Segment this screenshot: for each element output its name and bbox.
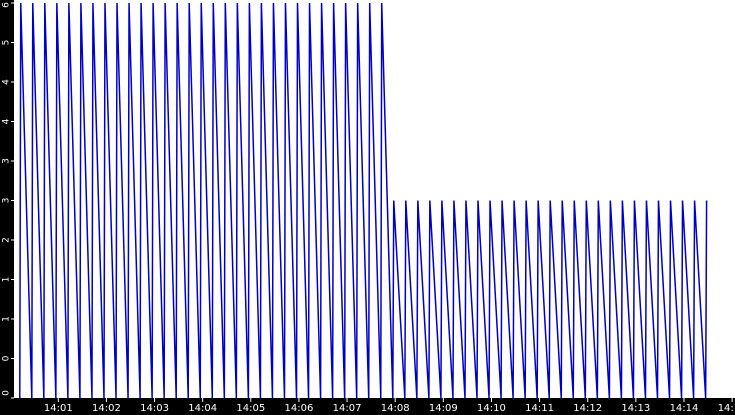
y-tick-label: 5 bbox=[2, 40, 12, 46]
y-tick-label: 4 bbox=[2, 118, 12, 124]
x-axis-strip bbox=[0, 398, 735, 415]
waveform bbox=[19, 2, 708, 399]
y-tick-label: 1 bbox=[2, 316, 12, 322]
x-tick-label: 14:15 bbox=[718, 403, 735, 414]
x-tick-label: 14:07 bbox=[333, 403, 362, 414]
x-tick-label: 14:11 bbox=[525, 403, 554, 414]
x-tick-label: 14:06 bbox=[285, 403, 314, 414]
x-tick-label: 14:08 bbox=[381, 403, 410, 414]
x-tick-label: 14:05 bbox=[236, 403, 265, 414]
y-tick-label: 6 bbox=[2, 2, 12, 8]
y-tick-label: 1 bbox=[2, 277, 12, 283]
x-tick-label: 14:01 bbox=[44, 403, 73, 414]
y-axis-strip bbox=[0, 0, 14, 415]
x-tick-label: 14:04 bbox=[188, 403, 217, 414]
x-tick-label: 14:09 bbox=[429, 403, 458, 414]
y-tick-label: 2 bbox=[2, 237, 12, 243]
y-tick-label: 4 bbox=[2, 79, 12, 85]
y-tick-label: 0 bbox=[2, 390, 12, 396]
x-tick-label: 14:02 bbox=[92, 403, 121, 414]
y-tick-label: 3 bbox=[2, 158, 12, 164]
x-tick-label: 14:14 bbox=[670, 403, 699, 414]
x-tick-label: 14:10 bbox=[477, 403, 506, 414]
x-tick-label: 14:12 bbox=[573, 403, 602, 414]
y-tick-label: 3 bbox=[2, 198, 12, 204]
x-tick-label: 14:13 bbox=[621, 403, 650, 414]
x-tick-label: 14:03 bbox=[140, 403, 169, 414]
y-tick-label: 0 bbox=[2, 355, 12, 361]
